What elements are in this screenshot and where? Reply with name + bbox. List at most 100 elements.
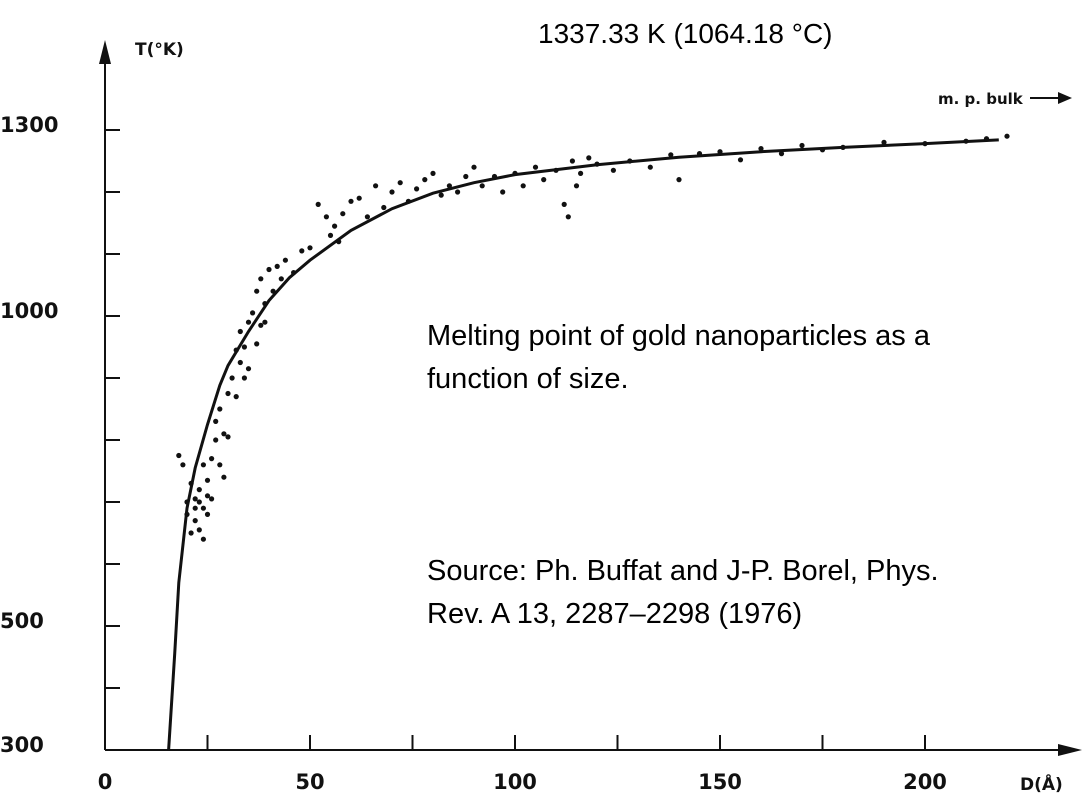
fit-curve-line [167,138,999,751]
data-point [479,183,485,189]
data-point [455,189,461,195]
data-point [278,276,284,282]
data-point [446,183,452,189]
data-point [225,390,231,397]
data-point [237,328,243,335]
data-point [233,347,239,353]
data-point [737,157,744,163]
data-point [221,474,227,480]
data-point [233,394,239,400]
data-point [315,201,321,207]
data-point [512,170,518,176]
data-point [569,158,576,164]
data-point [217,406,223,412]
data-point [336,239,342,245]
data-point [963,138,969,144]
data-points [176,133,1010,542]
data-point [241,344,247,350]
data-point [323,214,329,220]
data-point [696,151,703,157]
tick-labels: 300 500 1000 1300 0 50 100 150 200 [0,113,947,793]
data-point [717,149,723,155]
data-point [282,257,288,263]
data-point [491,173,498,180]
data-point [229,375,235,381]
data-point [881,139,887,145]
data-point [381,204,387,211]
x-tick-label: 100 [493,770,537,793]
data-point [438,192,444,198]
data-point [414,186,420,192]
data-point [405,198,411,204]
mp-bulk-annotation: m. p. bulk [938,90,1024,108]
data-point [373,183,379,189]
data-point [213,437,219,443]
y-tick-label: 300 [0,733,44,757]
data-point [196,487,202,493]
data-point [254,341,260,347]
data-point [364,214,370,220]
mp-bulk-arrow [1030,92,1072,104]
data-point [397,180,403,186]
data-point [262,301,268,307]
data-point [188,530,194,536]
data-point [573,183,580,189]
x-axis-label: D(Å) [1020,772,1063,793]
data-point [192,505,198,511]
caption-line-3: Source: Ph. Buffat and J-P. Borel, Phys. [427,555,939,587]
data-point [340,211,346,217]
caption-line-2: function of size. [427,363,629,395]
data-point [200,536,206,542]
data-point [184,499,190,505]
data-point [192,496,198,502]
data-point [586,155,592,161]
data-point [541,177,547,183]
data-point [561,201,567,207]
data-point [565,214,571,220]
data-point [463,173,469,180]
x-tick-label: 200 [903,770,947,793]
data-point [225,434,231,440]
data-point [676,177,682,183]
y-tick-label: 1000 [0,299,58,323]
data-point [204,511,211,517]
data-point [192,518,198,524]
data-point [668,152,674,158]
data-point [356,195,362,201]
data-point [299,248,305,254]
data-point [188,480,194,486]
data-point [532,164,539,170]
data-point [553,167,559,173]
data-point [819,147,826,153]
caption-line-1: Melting point of gold nanoparticles as a [427,320,931,352]
data-point [209,456,215,462]
data-point [647,164,653,170]
data-point [196,499,202,505]
y-axis-arrow [99,40,111,64]
data-point [262,319,268,325]
data-point [983,136,990,142]
data-point [389,189,395,195]
data-point [217,462,223,468]
data-point [332,223,338,229]
data-point [200,505,206,511]
data-point [270,288,276,294]
data-point [209,496,215,502]
caption-line-4: Rev. A 13, 2287–2298 (1976) [427,598,802,630]
data-point [594,161,600,167]
data-point [241,375,247,381]
data-point [204,493,211,499]
data-point [213,418,219,424]
x-axis-arrow [1058,744,1082,756]
data-point [778,151,785,157]
x-tick-label: 150 [698,770,742,793]
data-point [274,263,280,269]
y-tick-label: 1300 [0,113,58,137]
data-point [180,462,186,468]
data-point [184,511,190,517]
fit-curve [167,138,999,751]
data-point [610,167,617,173]
data-point [221,431,227,437]
data-point [196,527,202,533]
